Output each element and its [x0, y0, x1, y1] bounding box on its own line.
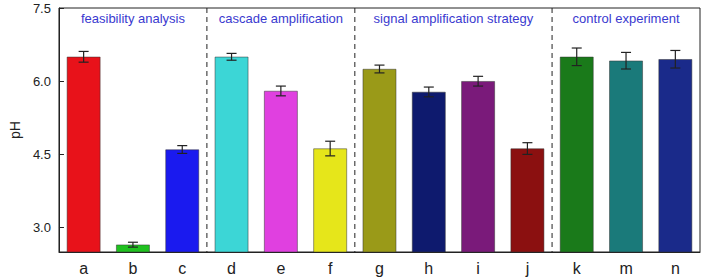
- svg-text:f: f: [328, 260, 333, 277]
- svg-text:feasibility analysis: feasibility analysis: [81, 11, 186, 26]
- svg-text:g: g: [375, 260, 384, 277]
- svg-text:j: j: [525, 260, 530, 277]
- svg-text:pH: pH: [7, 121, 23, 139]
- svg-text:control experiment: control experiment: [573, 11, 680, 26]
- svg-text:cascade amplification: cascade amplification: [219, 11, 343, 26]
- svg-text:m: m: [619, 260, 632, 277]
- svg-text:a: a: [79, 260, 88, 277]
- svg-text:e: e: [276, 260, 285, 277]
- svg-text:signal amplification strategy: signal amplification strategy: [374, 11, 534, 26]
- svg-text:c: c: [178, 260, 186, 277]
- svg-text:h: h: [424, 260, 433, 277]
- svg-text:6.0: 6.0: [33, 74, 51, 89]
- svg-text:7.5: 7.5: [33, 1, 51, 16]
- svg-text:n: n: [671, 260, 680, 277]
- svg-text:i: i: [476, 260, 480, 277]
- svg-text:b: b: [128, 260, 137, 277]
- svg-text:d: d: [227, 260, 236, 277]
- svg-text:3.0: 3.0: [33, 220, 51, 235]
- svg-text:k: k: [573, 260, 582, 277]
- svg-text:4.5: 4.5: [33, 147, 51, 162]
